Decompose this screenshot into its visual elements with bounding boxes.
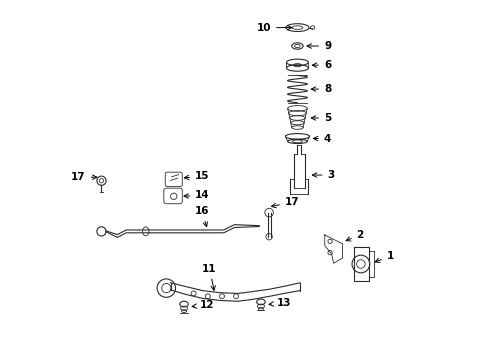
Text: 8: 8: [311, 84, 331, 94]
Text: 9: 9: [307, 41, 331, 51]
Text: 1: 1: [375, 251, 394, 262]
Text: 12: 12: [192, 300, 214, 310]
Text: 4: 4: [314, 134, 331, 144]
Text: 14: 14: [184, 190, 210, 200]
Text: 17: 17: [71, 172, 97, 182]
Text: 3: 3: [312, 170, 335, 180]
Text: 5: 5: [311, 113, 331, 123]
Text: 13: 13: [269, 298, 291, 308]
Text: 11: 11: [202, 264, 217, 291]
Text: 6: 6: [312, 60, 331, 70]
Text: 2: 2: [346, 230, 364, 241]
Text: 15: 15: [184, 171, 210, 181]
Text: 10: 10: [257, 23, 292, 33]
Text: 16: 16: [195, 206, 209, 227]
Text: 17: 17: [271, 197, 299, 208]
